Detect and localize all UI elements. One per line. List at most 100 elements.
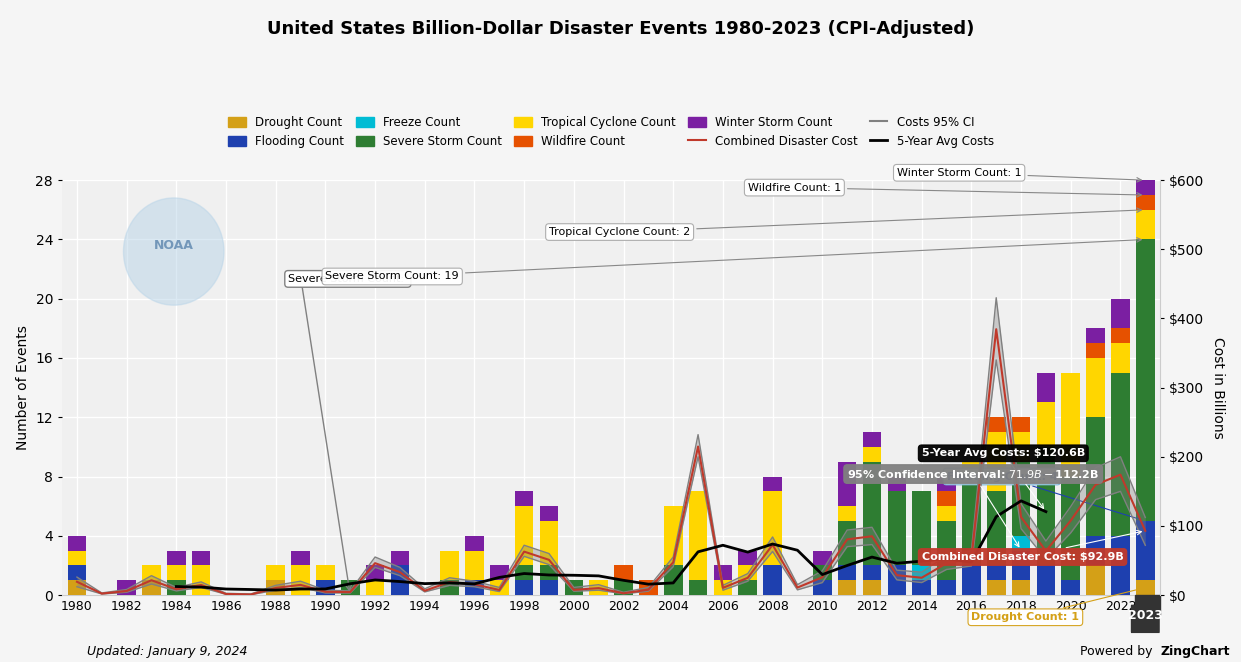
Combined Disaster Cost bbox=[318, 588, 333, 596]
Bar bbox=[192, 565, 211, 595]
Text: Severe Storm Count:: Severe Storm Count: bbox=[288, 274, 407, 284]
5-Year Avg Costs bbox=[566, 571, 581, 579]
Bar bbox=[937, 506, 956, 521]
Bar bbox=[1086, 417, 1104, 536]
Bar bbox=[1136, 210, 1154, 240]
Bar bbox=[540, 565, 558, 580]
Text: 2023: 2023 bbox=[1128, 609, 1163, 622]
Bar bbox=[292, 551, 310, 565]
Text: Flooding Count: 4: Flooding Count: 4 bbox=[947, 471, 1142, 520]
Line: Combined Disaster Cost: Combined Disaster Cost bbox=[77, 329, 1145, 594]
Bar bbox=[862, 580, 881, 595]
Combined Disaster Cost bbox=[243, 591, 258, 598]
Text: Tropical Cyclone Count: 2: Tropical Cyclone Count: 2 bbox=[549, 208, 1142, 237]
Bar bbox=[1061, 580, 1080, 595]
5-Year Avg Costs bbox=[343, 580, 357, 588]
5-Year Avg Costs bbox=[293, 585, 308, 593]
Text: ZingChart: ZingChart bbox=[1160, 645, 1230, 659]
Bar bbox=[67, 551, 87, 565]
Combined Disaster Cost bbox=[94, 590, 109, 598]
5-Year Avg Costs bbox=[716, 542, 731, 549]
Bar bbox=[862, 461, 881, 565]
Bar bbox=[1061, 477, 1080, 580]
Combined Disaster Cost bbox=[616, 589, 630, 597]
Y-axis label: Number of Events: Number of Events bbox=[16, 325, 30, 450]
Bar bbox=[465, 551, 484, 580]
Combined Disaster Cost bbox=[1014, 513, 1029, 521]
Bar bbox=[714, 580, 732, 595]
Bar bbox=[465, 536, 484, 551]
Line: 5-Year Avg Costs: 5-Year Avg Costs bbox=[176, 501, 1046, 590]
Combined Disaster Cost bbox=[665, 558, 680, 566]
5-Year Avg Costs bbox=[218, 585, 233, 593]
Bar bbox=[738, 565, 757, 580]
5-Year Avg Costs bbox=[1014, 497, 1029, 505]
Combined Disaster Cost bbox=[791, 584, 805, 592]
Combined Disaster Cost bbox=[1064, 516, 1078, 524]
Combined Disaster Cost bbox=[69, 578, 84, 586]
Combined Disaster Cost bbox=[268, 584, 283, 592]
Bar bbox=[1136, 595, 1160, 616]
Text: Powered by: Powered by bbox=[1080, 645, 1157, 659]
Bar bbox=[67, 536, 87, 551]
Combined Disaster Cost bbox=[890, 571, 905, 579]
Bar bbox=[664, 506, 683, 565]
Bar bbox=[639, 580, 658, 595]
Combined Disaster Cost bbox=[169, 585, 184, 593]
Combined Disaster Cost bbox=[1088, 481, 1103, 489]
Combined Disaster Cost bbox=[566, 586, 581, 594]
Bar bbox=[1061, 373, 1080, 477]
Bar bbox=[168, 580, 186, 595]
5-Year Avg Costs bbox=[541, 571, 556, 579]
Combined Disaster Cost bbox=[964, 555, 979, 563]
Bar bbox=[838, 461, 856, 506]
Bar bbox=[862, 432, 881, 447]
Bar bbox=[1036, 402, 1055, 447]
Bar bbox=[1136, 580, 1154, 595]
Bar bbox=[689, 580, 707, 595]
Bar bbox=[67, 565, 87, 580]
Combined Disaster Cost bbox=[194, 581, 208, 589]
Combined Disaster Cost bbox=[815, 573, 830, 581]
5-Year Avg Costs bbox=[840, 561, 855, 569]
Bar bbox=[664, 565, 683, 595]
Bar bbox=[441, 551, 459, 580]
Bar bbox=[689, 491, 707, 580]
Bar bbox=[192, 551, 211, 565]
Bar bbox=[937, 580, 956, 595]
Bar bbox=[962, 477, 980, 565]
Bar bbox=[813, 580, 831, 595]
5-Year Avg Costs bbox=[815, 571, 830, 579]
Bar bbox=[987, 491, 1005, 565]
Combined Disaster Cost bbox=[741, 574, 756, 582]
5-Year Avg Costs bbox=[591, 572, 606, 580]
Bar bbox=[143, 565, 161, 580]
Text: NOAA: NOAA bbox=[154, 239, 194, 252]
Combined Disaster Cost bbox=[293, 581, 308, 589]
Bar bbox=[1086, 565, 1104, 595]
5-Year Avg Costs bbox=[318, 585, 333, 593]
FancyBboxPatch shape bbox=[1132, 606, 1159, 632]
Bar bbox=[862, 565, 881, 580]
Bar bbox=[813, 551, 831, 565]
Bar bbox=[813, 565, 831, 580]
Legend: Drought Count, Flooding Count, Freeze Count, Severe Storm Count, Tropical Cyclon: Drought Count, Flooding Count, Freeze Co… bbox=[223, 111, 999, 153]
Bar bbox=[267, 565, 285, 580]
Combined Disaster Cost bbox=[218, 590, 233, 598]
Bar bbox=[1136, 195, 1154, 210]
Bar bbox=[1011, 580, 1030, 595]
Bar bbox=[987, 580, 1005, 595]
5-Year Avg Costs bbox=[1039, 508, 1054, 516]
Bar bbox=[316, 580, 335, 595]
Combined Disaster Cost bbox=[343, 588, 357, 596]
Bar bbox=[937, 477, 956, 491]
Combined Disaster Cost bbox=[1113, 471, 1128, 479]
Bar bbox=[987, 432, 1005, 491]
Bar bbox=[1036, 447, 1055, 565]
Bar bbox=[763, 565, 782, 595]
Bar bbox=[490, 580, 509, 595]
Bar bbox=[490, 565, 509, 580]
Bar bbox=[1111, 299, 1129, 328]
5-Year Avg Costs bbox=[865, 553, 880, 561]
Bar bbox=[714, 565, 732, 580]
